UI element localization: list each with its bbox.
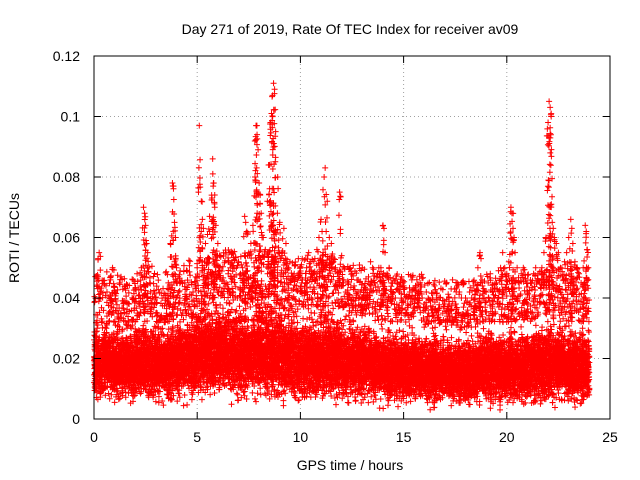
data-point [217, 253, 224, 260]
data-point [234, 397, 241, 404]
data-point [254, 390, 261, 397]
data-point [96, 368, 103, 375]
data-point [233, 390, 240, 397]
data-point [91, 361, 98, 368]
data-point [106, 395, 113, 402]
data-point [152, 294, 159, 301]
data-point [184, 401, 191, 408]
data-point [249, 389, 256, 396]
data-point [91, 343, 98, 350]
data-point [188, 396, 195, 403]
data-point [99, 318, 106, 325]
data-point [182, 306, 189, 313]
data-point [233, 307, 240, 314]
data-point [102, 392, 109, 399]
data-point [100, 307, 107, 314]
data-point [185, 257, 192, 264]
data-point [98, 389, 105, 396]
data-point [234, 391, 241, 398]
data-point [123, 334, 130, 341]
data-point [95, 372, 102, 379]
data-point [134, 270, 141, 277]
data-point [257, 385, 264, 392]
data-point [228, 401, 235, 408]
data-point [98, 345, 105, 352]
data-point [251, 395, 258, 402]
data-point [96, 383, 103, 390]
data-point [180, 402, 187, 409]
data-point [177, 267, 184, 274]
data-point [180, 268, 187, 275]
data-point [111, 283, 118, 290]
data-point [151, 270, 158, 277]
data-point [97, 350, 104, 357]
data-point [163, 268, 170, 275]
data-point [116, 280, 123, 287]
data-point [152, 398, 159, 405]
data-point [94, 396, 101, 403]
data-point [198, 396, 205, 403]
data-point [155, 277, 162, 284]
data-point [125, 289, 132, 296]
data-point [186, 262, 193, 269]
grid-lines [94, 56, 610, 419]
data-point [187, 258, 194, 265]
data-point [219, 311, 226, 318]
data-point [257, 391, 264, 398]
data-point [253, 398, 260, 405]
data-point [94, 343, 101, 350]
data-point [97, 390, 104, 397]
data-point [103, 268, 110, 275]
data-point [111, 399, 118, 406]
scatter-points [91, 80, 593, 413]
